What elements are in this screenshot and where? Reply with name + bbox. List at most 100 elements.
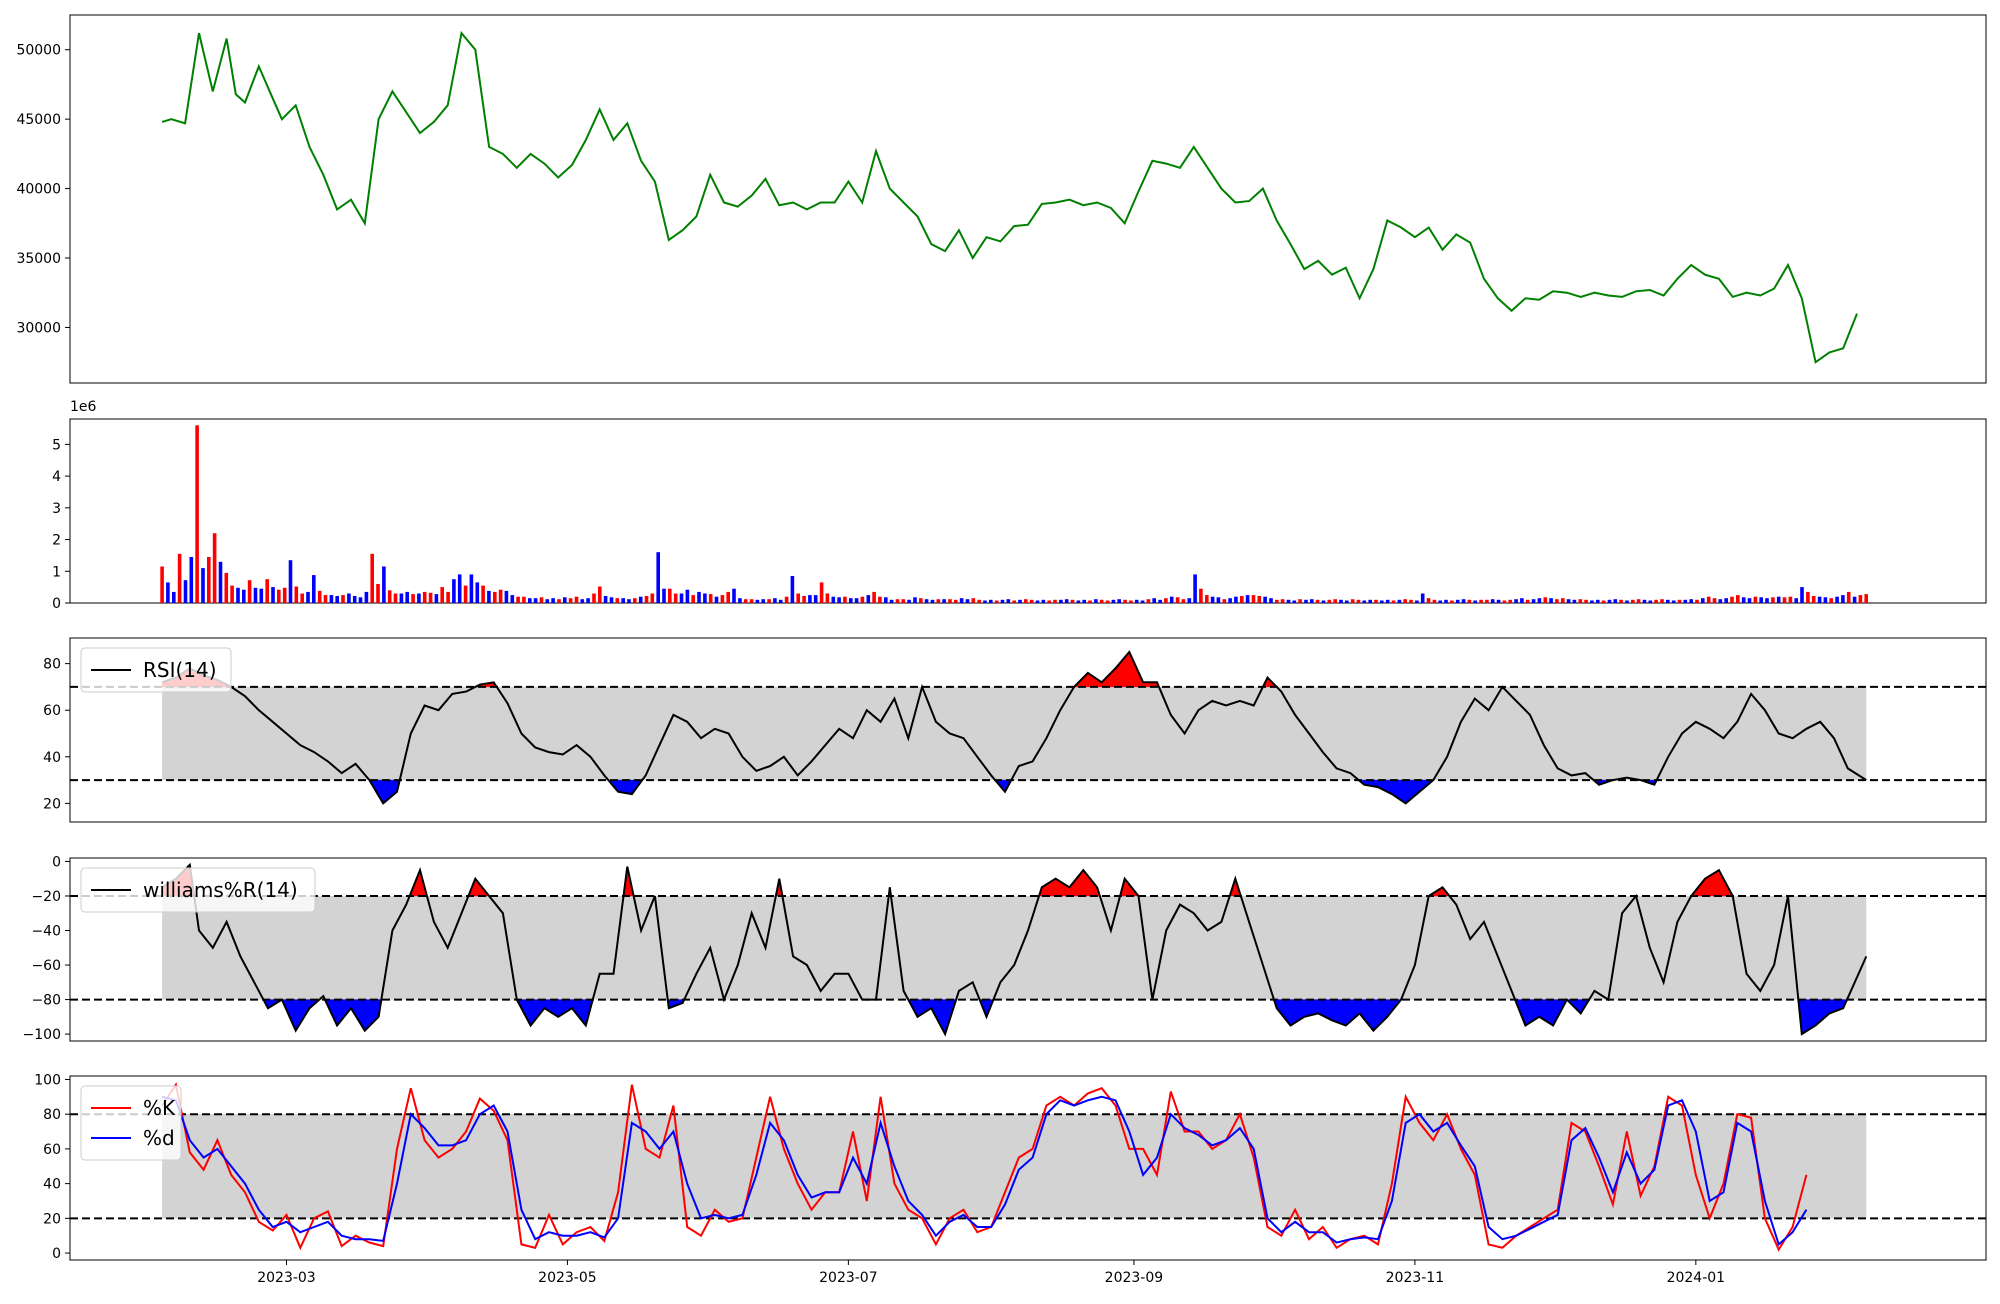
volume-bar [697, 591, 701, 603]
volume-bar [1380, 600, 1384, 603]
volume-bar [1105, 600, 1110, 603]
volume-bar [825, 593, 830, 603]
volume-bar [1403, 599, 1407, 603]
volume-bar [463, 585, 468, 603]
overbought-fill [161, 864, 1734, 897]
volume-bar [294, 586, 299, 603]
volume-bar [1782, 597, 1787, 603]
volume-bar [849, 598, 853, 603]
volume-bar [726, 591, 730, 603]
legend-box [80, 647, 232, 693]
volume-bar [1123, 599, 1127, 603]
volume-bar [160, 566, 164, 603]
y-tick-label: −100 [23, 1027, 61, 1043]
volume-bar [1368, 599, 1372, 603]
x-tick-label: 2023-03 [257, 1270, 316, 1286]
volume-bar [714, 596, 719, 603]
volume-bar [1134, 599, 1139, 603]
volume-bar [498, 589, 503, 603]
volume-bar [177, 553, 182, 603]
volume-bar [621, 598, 625, 603]
volume-bar [1053, 599, 1057, 603]
volume-bar [668, 588, 672, 603]
volume-bar [1596, 599, 1600, 603]
y-tick-label: 5 [52, 437, 61, 453]
volume-bar [1864, 594, 1868, 603]
volume-bar [1858, 595, 1863, 603]
y-tick-label: 40 [43, 1177, 61, 1193]
volume-bar [1397, 599, 1402, 603]
volume-bar [1094, 599, 1098, 603]
volume-bar [1566, 599, 1571, 603]
volume-bar [230, 585, 234, 603]
volume-bar [703, 593, 707, 603]
volume-bar [1070, 599, 1075, 603]
volume-bar [282, 587, 287, 603]
volume-bar [813, 595, 818, 603]
volume-bar [1788, 596, 1793, 603]
volume-bar [1578, 599, 1583, 603]
volume-bar [457, 574, 462, 603]
volume-bar [1479, 599, 1483, 603]
volume-bar [405, 591, 409, 603]
x-tick-label: 2023-09 [1105, 1270, 1164, 1286]
volume-bar [948, 599, 952, 603]
volume-bar [1199, 588, 1203, 603]
volume-bar [767, 599, 771, 603]
williams-panel: −100 −80 −60 −40 −20 0 williams%R(14) [23, 854, 1987, 1043]
volume-bar [1374, 599, 1378, 603]
volume-bar [545, 599, 550, 603]
y-tick-label: 80 [43, 657, 61, 673]
volume-bar [1759, 597, 1763, 603]
volume-bar [1765, 598, 1769, 603]
volume-bar [656, 552, 660, 603]
volume-bar [352, 596, 357, 603]
axes-frame [69, 14, 1987, 384]
volume-bar [236, 587, 240, 603]
volume-bar [1654, 599, 1658, 603]
volume-bar [919, 598, 923, 603]
volume-bar [1234, 596, 1238, 603]
volume-bar [1426, 598, 1431, 603]
volume-bar [1514, 599, 1518, 603]
volume-bar [1240, 596, 1244, 603]
volume-bar [253, 587, 258, 603]
legend-box [80, 867, 316, 913]
volume-bar [965, 599, 970, 603]
volume-bar [662, 588, 666, 603]
volume-bar [644, 596, 649, 603]
volume-bar [393, 593, 398, 603]
volume-bar [446, 591, 450, 603]
volume-bar [434, 594, 439, 603]
volume-bar [586, 598, 590, 603]
price-panel: 30000 35000 40000 45000 50000 [16, 14, 1987, 384]
volume-bar [819, 582, 824, 603]
y-tick-label: −40 [31, 924, 61, 940]
volume-bar [288, 560, 293, 603]
volume-bar [329, 595, 334, 603]
volume-bar [1800, 587, 1804, 603]
volume-bar [884, 597, 888, 603]
volume-bar [1432, 599, 1437, 603]
volume-bar [428, 592, 433, 603]
legend-label: %K [143, 1096, 176, 1120]
volume-bar [166, 582, 170, 603]
volume-bar [1339, 599, 1343, 603]
volume-bar [493, 591, 497, 603]
volume-bar [1771, 597, 1775, 603]
volume-bar [691, 595, 695, 603]
volume-bar [971, 598, 976, 603]
volume-bar [878, 596, 882, 603]
rsi-line [161, 650, 1867, 805]
y-tick-label: 50000 [16, 43, 61, 59]
volume-bar [679, 593, 684, 603]
oversold-fill [368, 779, 1658, 805]
volume-bar [1117, 599, 1121, 603]
axes-frame [69, 1075, 1987, 1261]
volume-bar [1683, 599, 1688, 603]
volume-bar [1438, 600, 1442, 603]
volume-bar [195, 425, 199, 603]
volume-bar [1671, 600, 1676, 603]
volume-bar [907, 599, 911, 603]
